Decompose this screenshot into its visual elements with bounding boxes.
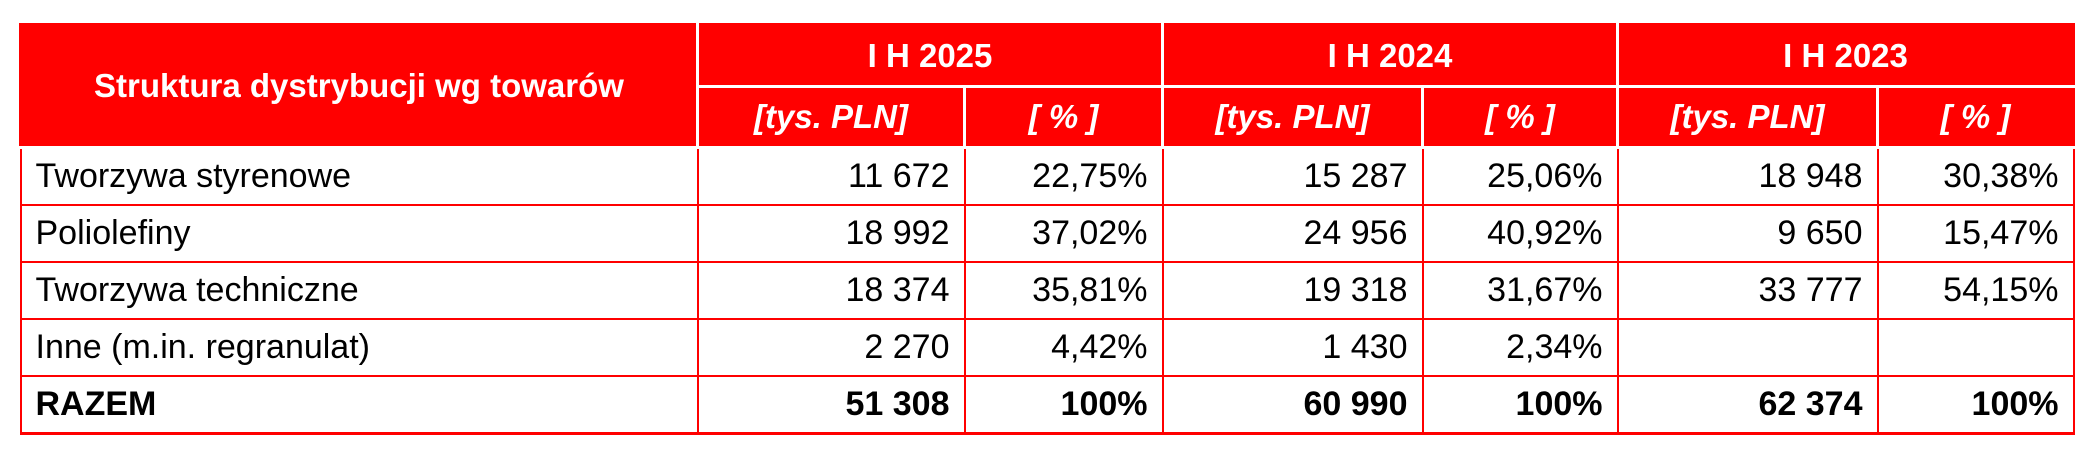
value-cell-percent: 30,38% bbox=[1876, 146, 2075, 206]
value-cell-pln: 9 650 bbox=[1616, 204, 1879, 263]
value-cell-percent: 15,47% bbox=[1876, 204, 2075, 263]
period-header-2024: I H 2024 bbox=[1161, 23, 1619, 88]
period-header-2025: I H 2025 bbox=[696, 23, 1164, 88]
row-label: Tworzywa styrenowe bbox=[19, 146, 699, 206]
value-cell-pln bbox=[1616, 318, 1879, 377]
value-cell-percent: 100% bbox=[1421, 375, 1619, 435]
table-row: Tworzywa techniczne 18 374 35,81% 19 318 31,… bbox=[19, 261, 2075, 320]
table-title: Struktura dystrybucji wg towarów bbox=[19, 23, 699, 149]
row-label: RAZEM bbox=[19, 375, 699, 435]
value-cell-percent: 22,75% bbox=[963, 146, 1164, 206]
value-cell-percent: 54,15% bbox=[1876, 261, 2075, 320]
row-label: Inne (m.in. regranulat) bbox=[19, 318, 699, 377]
value-cell-pln: 51 308 bbox=[696, 375, 966, 435]
table-row: Tworzywa styrenowe 11 672 22,75% 15 287 25,0… bbox=[19, 146, 2075, 206]
value-cell-pln: 18 948 bbox=[1616, 146, 1879, 206]
unit-header-percent: [ % ] bbox=[963, 85, 1164, 149]
value-cell-pln: 60 990 bbox=[1161, 375, 1424, 435]
unit-header-percent: [ % ] bbox=[1421, 85, 1619, 149]
unit-header-pln: [tys. PLN] bbox=[1616, 85, 1879, 149]
value-cell-pln: 1 430 bbox=[1161, 318, 1424, 377]
value-cell-percent: 35,81% bbox=[963, 261, 1164, 320]
period-header-2023: I H 2023 bbox=[1616, 23, 2075, 88]
value-cell-percent: 100% bbox=[1876, 375, 2075, 435]
value-cell-percent: 31,67% bbox=[1421, 261, 1619, 320]
value-cell-pln: 33 777 bbox=[1616, 261, 1879, 320]
unit-header-percent: [ % ] bbox=[1876, 85, 2075, 149]
value-cell-percent bbox=[1876, 318, 2075, 377]
value-cell-pln: 2 270 bbox=[696, 318, 966, 377]
value-cell-percent: 25,06% bbox=[1421, 146, 1619, 206]
value-cell-percent: 100% bbox=[963, 375, 1164, 435]
value-cell-percent: 37,02% bbox=[963, 204, 1164, 263]
value-cell-pln: 11 672 bbox=[696, 146, 966, 206]
distribution-structure-table: Struktura dystrybucji wg towarów I H 202… bbox=[19, 23, 2075, 435]
value-cell-pln: 24 956 bbox=[1161, 204, 1424, 263]
value-cell-pln: 15 287 bbox=[1161, 146, 1424, 206]
row-label: Poliolefiny bbox=[19, 204, 699, 263]
value-cell-percent: 40,92% bbox=[1421, 204, 1619, 263]
value-cell-pln: 19 318 bbox=[1161, 261, 1424, 320]
value-cell-pln: 18 374 bbox=[696, 261, 966, 320]
unit-header-pln: [tys. PLN] bbox=[1161, 85, 1424, 149]
value-cell-pln: 18 992 bbox=[696, 204, 966, 263]
value-cell-percent: 2,34% bbox=[1421, 318, 1619, 377]
value-cell-percent: 4,42% bbox=[963, 318, 1164, 377]
value-cell-pln: 62 374 bbox=[1616, 375, 1879, 435]
table-row: Inne (m.in. regranulat) 2 270 4,42% 1 430 2,… bbox=[19, 318, 2075, 377]
unit-header-pln: [tys. PLN] bbox=[696, 85, 966, 149]
total-row: RAZEM 51 308 100% 60 990 100% 62 374 100% bbox=[19, 375, 2075, 435]
row-label: Tworzywa techniczne bbox=[19, 261, 699, 320]
table-row: Poliolefiny 18 992 37,02% 24 956 40,92% 9 650… bbox=[19, 204, 2075, 263]
